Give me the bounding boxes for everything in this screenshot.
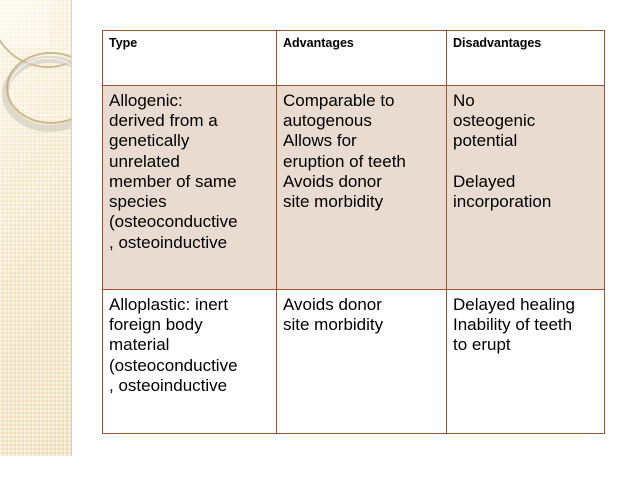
column-header-advantages: Advantages — [276, 30, 447, 86]
cell-text: Alloplastic: inert foreign body material… — [109, 295, 238, 395]
cell-type-alloplastic: Alloplastic: inert foreign body material… — [102, 289, 277, 434]
decorative-sidebar — [0, 0, 72, 456]
cell-text: Delayed healing Inability of teeth to er… — [453, 295, 575, 355]
column-header-type: Type — [102, 30, 277, 86]
table-header: Type Advantages Disadvantages — [102, 30, 605, 86]
cell-text: Comparable to autogenous Allows for erup… — [283, 91, 406, 212]
cell-disadvantages-alloplastic: Delayed healing Inability of teeth to er… — [446, 289, 605, 434]
cell-text: No osteogenic potential Delayed incorpor… — [453, 91, 552, 212]
cell-text: Allogenic: derived from a genetically un… — [109, 91, 238, 252]
table-row: Alloplastic: inert foreign body material… — [102, 289, 605, 434]
column-header-disadvantages: Disadvantages — [446, 30, 605, 86]
table-header-row: Type Advantages Disadvantages — [102, 30, 605, 86]
cell-text: Avoids donor site morbidity — [283, 295, 384, 335]
cell-disadvantages-allogenic: No osteogenic potential Delayed incorpor… — [446, 85, 605, 290]
table-row: Allogenic: derived from a genetically un… — [102, 85, 605, 290]
cell-advantages-allogenic: Comparable to autogenous Allows for erup… — [276, 85, 447, 290]
comparison-table: Type Advantages Disadvantages Allogenic:… — [102, 30, 605, 434]
table-body: Allogenic: derived from a genetically un… — [102, 85, 605, 434]
white-highlight-ring-icon — [10, 58, 71, 116]
cell-type-allogenic: Allogenic: derived from a genetically un… — [102, 85, 277, 290]
cell-advantages-alloplastic: Avoids donor site morbidity — [276, 289, 447, 434]
